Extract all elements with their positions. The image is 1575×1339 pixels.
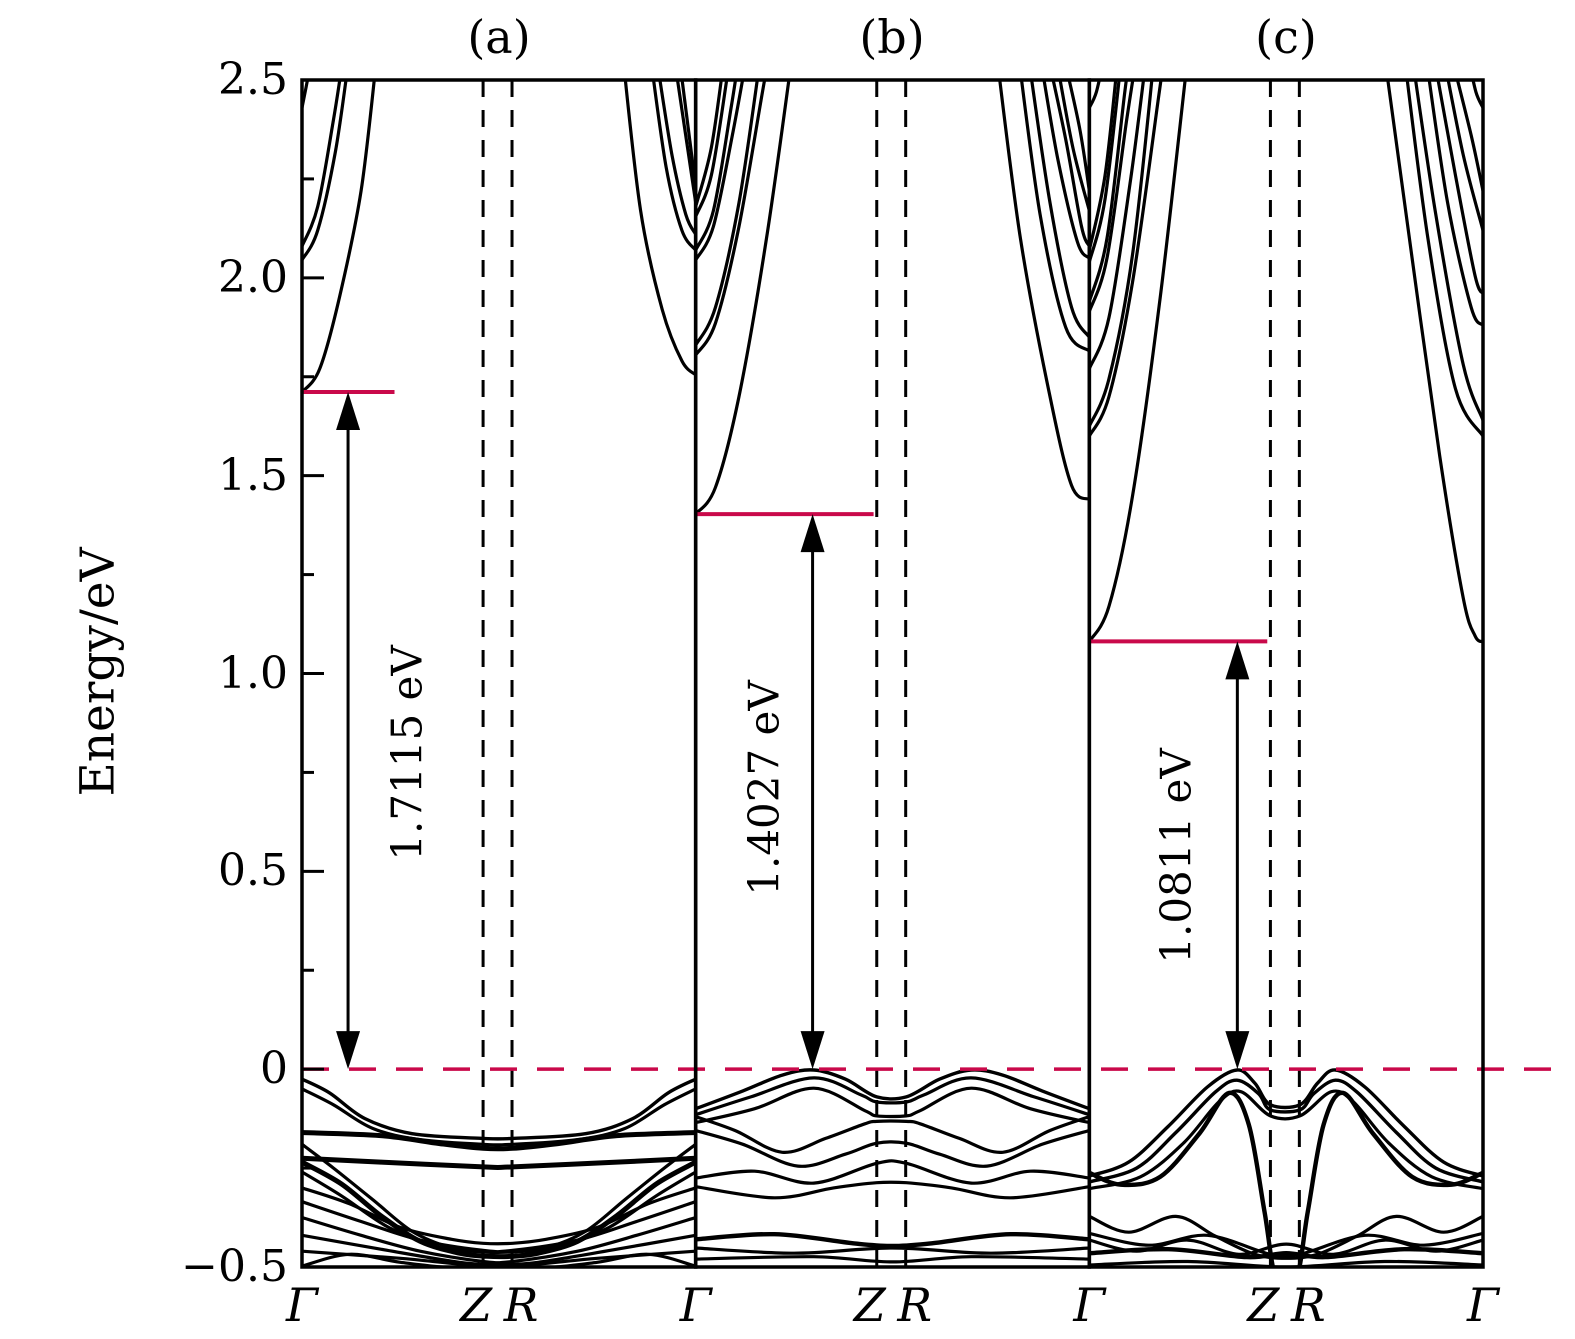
band-path (1089, 1214, 1484, 1260)
band-path (1455, 80, 1484, 192)
band-path (1089, 80, 1154, 427)
band-path (1089, 80, 1146, 370)
band-path (695, 1231, 1090, 1249)
band-path (695, 80, 745, 261)
panel-border (300, 78, 698, 1269)
band-path (695, 80, 729, 218)
band-path (658, 80, 696, 236)
band-path (1019, 80, 1090, 353)
band-path (1089, 1238, 1484, 1256)
bands-panel-a (302, 80, 696, 1267)
band-path (1089, 80, 1101, 109)
band-path (302, 80, 348, 261)
gap-annotation-a: 1.7115 eV (382, 644, 432, 861)
band-path (1436, 80, 1484, 295)
band-path (1386, 80, 1484, 644)
band-path (1089, 80, 1128, 303)
band-path (1030, 80, 1090, 339)
band-path (1413, 80, 1484, 421)
band-path (998, 80, 1090, 501)
gap-annotation-b: 1.4027 eV (739, 680, 789, 896)
band-path (1089, 1231, 1484, 1259)
band-path (695, 1255, 1090, 1264)
y-tick-label: −0.5 (181, 1241, 288, 1292)
y-tick-label: 1.0 (218, 647, 288, 699)
band-path (302, 1252, 696, 1267)
band-path (623, 80, 696, 377)
band-path (695, 80, 767, 356)
band-path (695, 80, 791, 516)
y-tick-label: 0 (260, 1043, 288, 1095)
k-point-label: R (897, 1278, 932, 1332)
band-path (1089, 1090, 1484, 1267)
band-path (1089, 80, 1163, 437)
band-path (695, 1068, 1090, 1111)
band-path (1446, 80, 1484, 231)
k-point-label: Γ (286, 1278, 318, 1332)
y-tick-label: 2.0 (218, 251, 288, 303)
panel-border (693, 78, 1092, 1269)
band-path (1089, 1078, 1484, 1184)
k-point-label: Γ (1467, 1278, 1499, 1332)
band-path (695, 80, 738, 251)
band-path (302, 80, 342, 247)
y-tick-label: 1.5 (218, 449, 288, 501)
band-path (695, 1246, 1090, 1255)
k-point-label: Γ (679, 1278, 712, 1332)
panel-label-b: (b) (859, 10, 925, 64)
band-path (1089, 1068, 1484, 1178)
gap-annotation-c: 1.0811 eV (1151, 747, 1201, 964)
band-path (1067, 80, 1090, 192)
band-path (302, 1077, 696, 1141)
axis-ticks (302, 78, 324, 1269)
band-path (695, 1159, 1090, 1185)
band-path (302, 80, 376, 394)
y-tick-label: 2.5 (218, 54, 288, 105)
band-path (302, 1186, 696, 1246)
band-path (302, 1155, 696, 1170)
band-path (695, 1086, 1090, 1125)
panel-border (1087, 78, 1485, 1269)
y-tick-label: 0.5 (218, 845, 288, 897)
band-path (1405, 80, 1484, 438)
band-path (1089, 80, 1121, 263)
band-path (1471, 80, 1484, 109)
band-path (1089, 1259, 1484, 1267)
band-path (1089, 80, 1187, 643)
band-path (302, 1143, 696, 1255)
band-path (1089, 1246, 1484, 1260)
band-path (1058, 80, 1090, 211)
band-gap-arrow (1225, 641, 1250, 1070)
band-path (1051, 80, 1090, 247)
k-point-label: R (503, 1278, 539, 1332)
band-path (695, 1180, 1090, 1200)
bands-panel-c (1089, 80, 1484, 1267)
band-path (651, 80, 696, 252)
band-path (695, 1115, 1090, 1154)
band-path (1089, 1089, 1484, 1191)
band-gap-arrow (800, 514, 825, 1070)
band-path (1042, 80, 1090, 260)
band-path (680, 80, 696, 188)
band-path (302, 1130, 696, 1152)
panel-label-a: (a) (467, 10, 531, 64)
k-point-label: Z (1247, 1278, 1280, 1332)
band-path (695, 80, 723, 208)
band-path (302, 1170, 696, 1259)
k-point-label: Z (853, 1278, 886, 1332)
panel-label-c: (c) (1255, 10, 1317, 64)
k-point-label: Z (460, 1278, 493, 1332)
band-path (302, 1087, 696, 1147)
band-gap-arrow (336, 391, 361, 1070)
band-path (695, 1076, 1090, 1117)
k-point-label: Γ (1073, 1278, 1106, 1332)
k-point-label: R (1291, 1278, 1326, 1332)
band-path (695, 1128, 1090, 1168)
band-path (695, 80, 759, 346)
band-path (1427, 80, 1484, 327)
bands-panel-b (695, 80, 1090, 1264)
band-path (302, 1233, 696, 1266)
